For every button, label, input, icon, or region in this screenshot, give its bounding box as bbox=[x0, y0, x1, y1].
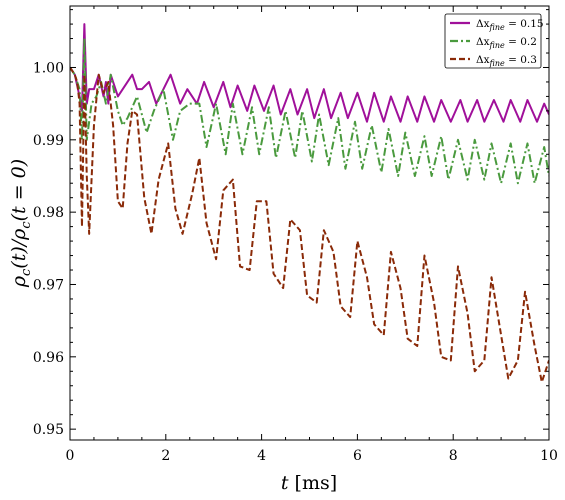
y-tick-label: 1.00 bbox=[33, 60, 64, 76]
y-axis-label: ρc(t)/ρc(t = 0) bbox=[8, 159, 34, 288]
legend-label-0: Δxfine = 0.15 bbox=[476, 18, 544, 32]
x-tick-label: 6 bbox=[353, 448, 362, 464]
legend: Δxfine = 0.15 Δxfine = 0.2 Δxfine = 0.3 bbox=[444, 13, 544, 69]
legend-label-1: Δxfine = 0.2 bbox=[476, 36, 537, 50]
x-tick-label: 0 bbox=[66, 448, 75, 464]
y-tick-label: 0.99 bbox=[33, 133, 64, 149]
tick-layer: 0 2 4 6 8 10 0.95 0.96 0.97 0.98 0.99 1.00 bbox=[33, 6, 558, 464]
x-tick-label: 2 bbox=[161, 448, 170, 464]
series-line-1 bbox=[70, 37, 549, 185]
y-tick-label: 0.96 bbox=[33, 350, 64, 366]
series-line-2 bbox=[70, 66, 549, 384]
plot-area-frame bbox=[69, 5, 550, 441]
series-line-0 bbox=[70, 23, 549, 123]
y-tick-label: 0.98 bbox=[33, 205, 64, 221]
y-tick-label: 0.95 bbox=[33, 422, 64, 438]
legend-label-2: Δxfine = 0.3 bbox=[476, 54, 537, 68]
y-tick-label: 0.97 bbox=[33, 277, 64, 293]
x-tick-label: 4 bbox=[257, 448, 266, 464]
legend-box bbox=[444, 13, 542, 69]
x-axis-label: t [ms] bbox=[281, 472, 337, 494]
x-tick-label: 10 bbox=[540, 448, 558, 464]
series-layer bbox=[70, 23, 549, 384]
x-tick-label: 8 bbox=[449, 448, 458, 464]
